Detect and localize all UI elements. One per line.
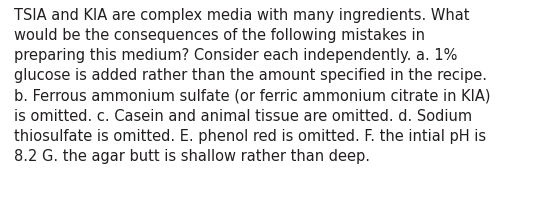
Text: TSIA and KIA are complex media with many ingredients. What
would be the conseque: TSIA and KIA are complex media with many… bbox=[14, 8, 490, 164]
